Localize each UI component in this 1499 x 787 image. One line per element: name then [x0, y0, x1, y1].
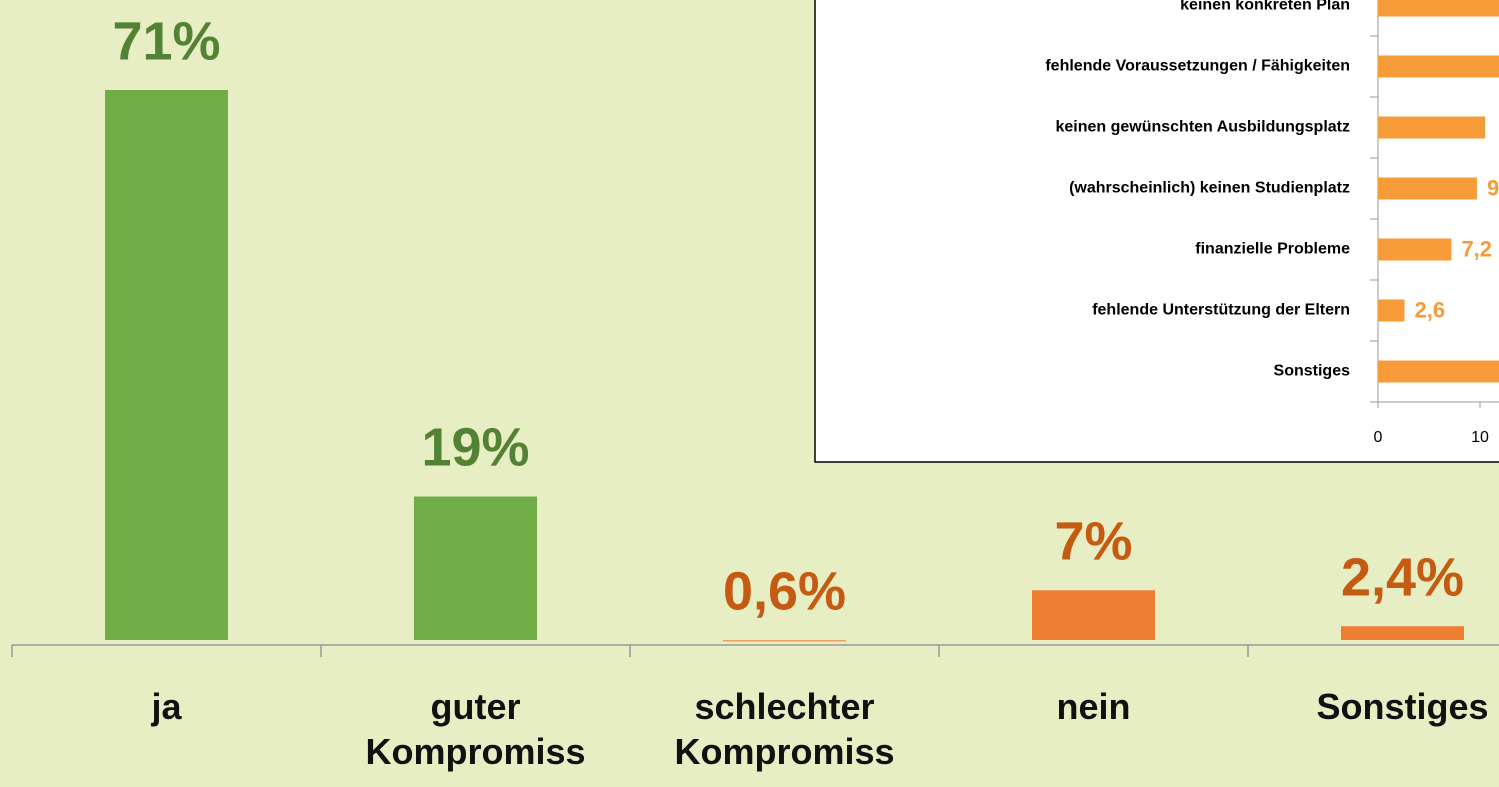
x-tick-label: 0 [1374, 429, 1383, 446]
y-tick-label: Sonstiges [1274, 363, 1351, 380]
x-tick-label: schlechter Kompromiss [674, 686, 895, 772]
y-tick-label: keinen konkreten Plan [1180, 0, 1350, 14]
value-label: 2,4% [1341, 548, 1464, 608]
bar [1378, 238, 1452, 261]
value-label: 2,6 [1415, 297, 1446, 322]
value-label: 71% [112, 11, 220, 71]
bar [1378, 0, 1499, 17]
bar [1378, 55, 1499, 78]
bar [1341, 626, 1464, 640]
x-tick-label: ja [151, 686, 182, 727]
y-tick-label: (wahrscheinlich) keinen Studienplatz [1069, 180, 1350, 197]
y-tick-label: fehlende Unterstützung der Eltern [1092, 302, 1350, 319]
bar [1032, 590, 1155, 640]
x-tick-label: 10 [1471, 429, 1489, 446]
x-tick-label: nein [1056, 686, 1131, 727]
value-label: 0,6% [723, 562, 846, 622]
bar [414, 496, 537, 640]
x-tick-label: Sonstiges [1316, 686, 1489, 727]
bar [105, 90, 228, 640]
bar [1378, 116, 1486, 139]
y-tick-label: finanzielle Probleme [1195, 241, 1350, 258]
y-tick-label: fehlende Voraussetzungen / Fähigkeiten [1045, 58, 1350, 75]
value-label: 19% [421, 418, 529, 478]
bar [1378, 299, 1405, 322]
bar [723, 640, 846, 642]
value-label: 7,2 [1461, 236, 1492, 261]
x-tick-label: guter Kompromiss [365, 686, 586, 772]
value-label: 7% [1054, 512, 1132, 572]
bar [1378, 177, 1477, 200]
value-label: 9,7 [1487, 175, 1499, 200]
y-tick-label: keinen gewünschten Ausbildungsplatz [1055, 119, 1350, 136]
bar [1378, 360, 1499, 383]
